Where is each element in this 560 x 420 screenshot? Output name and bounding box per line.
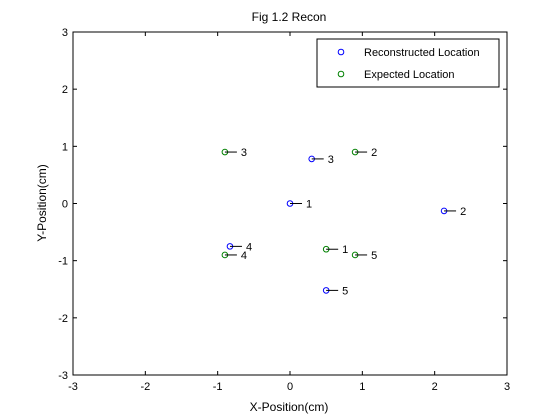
legend-box	[316, 38, 500, 88]
reconstructed-location-point-label-3: 3	[328, 154, 334, 166]
expected-location-point-label-1: 1	[342, 244, 348, 256]
y-tick-label: 2	[62, 84, 68, 96]
reconstructed-location-point-label-4: 4	[246, 241, 252, 253]
x-tick-label: 2	[432, 381, 438, 393]
legend-entry-label: Reconstructed Location	[364, 47, 480, 59]
y-tick-label: 3	[62, 27, 68, 39]
expected-location-point-label-4: 4	[241, 250, 247, 262]
x-axis-label: X-Position(cm)	[250, 400, 329, 414]
legend-entry-label: Expected Location	[364, 69, 455, 81]
x-tick-label: -2	[140, 381, 150, 393]
expected-location-point-label-5: 5	[371, 250, 377, 262]
legend-marker	[337, 48, 345, 56]
chart-legend: Reconstructed Location Expected Location	[316, 38, 500, 88]
y-tick-label: -3	[58, 370, 68, 382]
expected-location-point-label-2: 2	[371, 147, 377, 159]
y-tick-label: 0	[62, 199, 68, 211]
y-tick-label: -2	[58, 313, 68, 325]
y-axis-label: Y-Position(cm)	[35, 164, 49, 242]
x-tick-label: -1	[213, 381, 223, 393]
y-tick-label: -1	[58, 256, 68, 268]
reconstructed-location-point-label-1: 1	[306, 199, 312, 211]
chart-title: Fig 1.2 Recon	[252, 10, 327, 24]
x-tick-label: 0	[287, 381, 293, 393]
reconstructed-location-point-label-2: 2	[460, 206, 466, 218]
x-tick-label: 3	[504, 381, 510, 393]
reconstructed-location-point-label-5: 5	[342, 285, 348, 297]
y-tick-label: 1	[62, 141, 68, 153]
x-tick-label: 1	[359, 381, 365, 393]
plot-area: -3 -2 -1 0 1 2 3 -3 -2 -1 0 1 2 3 1 2 3 4 5 1 2 3 4 5	[58, 27, 510, 393]
x-tick-label: -3	[68, 381, 78, 393]
expected-location-point-label-3: 3	[241, 147, 247, 159]
legend-marker	[337, 70, 345, 78]
